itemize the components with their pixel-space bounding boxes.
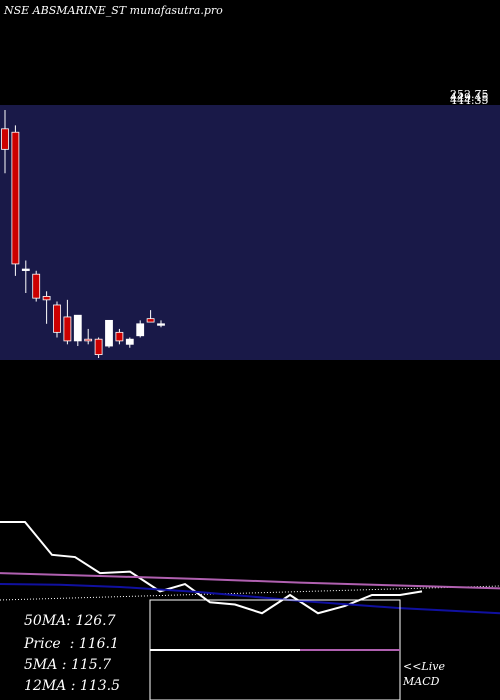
candle-body bbox=[73, 314, 82, 342]
candle bbox=[1, 110, 9, 174]
candle bbox=[42, 291, 51, 324]
price-panel bbox=[0, 105, 500, 360]
candle bbox=[53, 301, 61, 338]
candle-body bbox=[32, 273, 41, 299]
indicator-dotted-line bbox=[0, 585, 500, 601]
macd-label: MACD bbox=[403, 675, 440, 688]
candle bbox=[115, 328, 124, 345]
stat-50ma: 50MA: 126.7 bbox=[24, 613, 116, 629]
price-label: 252.75 bbox=[450, 88, 489, 101]
price-label: 449.45 bbox=[450, 91, 489, 104]
price-labels: 252.75 449.45 444.35 bbox=[450, 88, 489, 107]
candle bbox=[157, 320, 165, 328]
stat-price: Price : 116.1 bbox=[24, 636, 119, 652]
candle-body bbox=[21, 268, 30, 271]
candle-body bbox=[94, 338, 103, 355]
candle bbox=[21, 260, 30, 294]
candle bbox=[32, 270, 41, 302]
candle-body bbox=[42, 296, 51, 301]
indicator-line bbox=[0, 521, 423, 615]
candle bbox=[136, 320, 145, 338]
candle bbox=[94, 337, 103, 358]
candle bbox=[105, 319, 113, 348]
candle-body bbox=[125, 338, 134, 345]
candle-body bbox=[157, 323, 165, 326]
candle-body bbox=[63, 316, 72, 342]
candle bbox=[84, 328, 93, 345]
live-link[interactable]: <<Live bbox=[403, 660, 445, 673]
stat-5ma: 5MA : 115.7 bbox=[24, 657, 112, 673]
candles bbox=[1, 110, 165, 358]
candle-body bbox=[136, 323, 145, 337]
candle bbox=[11, 125, 20, 276]
candle-body bbox=[1, 128, 9, 150]
candle-body bbox=[146, 318, 155, 323]
stat-12ma: 12MA : 113.5 bbox=[24, 678, 120, 694]
indicator-line bbox=[0, 572, 500, 590]
candle bbox=[73, 314, 82, 347]
candle-body bbox=[53, 304, 61, 333]
candle bbox=[125, 337, 134, 348]
candle bbox=[63, 299, 72, 345]
candle-body bbox=[11, 131, 20, 265]
price-label: 444.35 bbox=[450, 94, 489, 107]
candle-body bbox=[84, 338, 93, 342]
chart-title: NSE ABSMARINE_ST munafasutra.pro bbox=[4, 4, 223, 17]
candle bbox=[146, 310, 155, 323]
candle-body bbox=[115, 331, 124, 342]
candle-body bbox=[105, 319, 113, 347]
